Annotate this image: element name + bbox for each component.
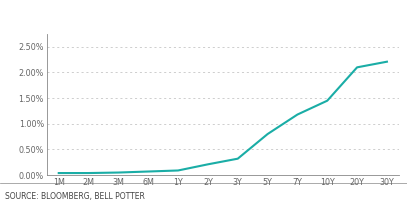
Text: SOURCE: BLOOMBERG, BELL POTTER: SOURCE: BLOOMBERG, BELL POTTER xyxy=(5,192,145,201)
Text: Figure 2 - U.S. Treasury yield curve: Figure 2 - U.S. Treasury yield curve xyxy=(5,12,212,22)
